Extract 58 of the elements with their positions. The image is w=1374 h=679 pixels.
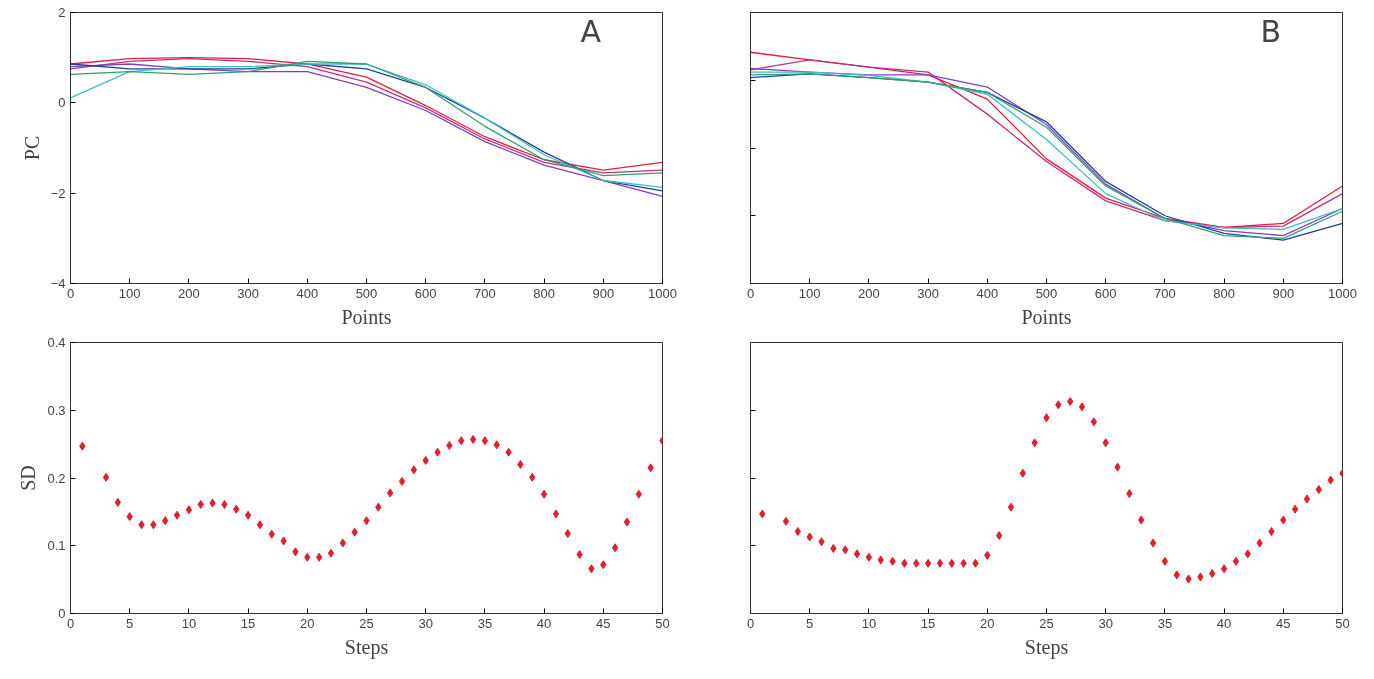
y-tick-label: 0.1 [47,538,66,554]
x-tick-label: 200 [178,285,200,301]
x-tick-label: 100 [118,285,141,301]
x-tick-label: 0 [746,615,755,631]
x-tick-label: 500 [355,285,378,301]
x-tick-label: 35 [477,615,493,631]
x-axis-title: Points [341,305,392,328]
x-tick-label: 800 [1213,285,1235,301]
x-tick-label: 700 [474,285,496,301]
x-tick-label: 400 [296,285,319,301]
x-tick-label: 600 [414,285,437,301]
y-tick-label: 0.3 [47,402,66,418]
x-tick-label: 40 [1216,615,1232,631]
x-tick-label: 700 [1154,285,1176,301]
x-tick-label: 400 [976,285,999,301]
x-tick-label: 600 [1094,285,1117,301]
x-tick-label: 35 [1157,615,1173,631]
x-tick-label: 50 [1335,615,1350,631]
x-tick-label: 30 [418,615,433,631]
x-tick-label: 500 [1035,285,1058,301]
x-tick-label: 800 [533,285,555,301]
x-tick-label: 300 [917,285,939,301]
y-tick-label: 0.2 [47,470,66,486]
x-tick-label: 900 [592,285,615,301]
x-tick-label: 0 [746,285,755,301]
x-tick-label: 20 [300,615,315,631]
y-tick-label: 0 [58,95,66,111]
x-tick-label: 100 [798,285,821,301]
x-axis-title: Steps [344,635,389,659]
x-tick-label: 200 [858,285,880,301]
x-axis-title: Points [1021,305,1072,328]
x-tick-label: 900 [1272,285,1295,301]
x-tick-label: 20 [980,615,995,631]
x-tick-label: 1000 [1328,285,1357,301]
x-tick-label: 10 [181,615,197,631]
x-tick-label: 300 [237,285,259,301]
x-axis-title: Steps [1024,635,1069,659]
annotation: A [580,13,602,49]
x-tick-label: 1000 [648,285,677,301]
y-tick-label: 2 [58,5,66,20]
x-tick-label: 15 [240,615,256,631]
annotation: B [1260,13,1282,49]
x-tick-label: 15 [920,615,936,631]
x-tick-label: 25 [359,615,374,631]
x-tick-label: 40 [536,615,552,631]
x-tick-label: 5 [806,615,814,631]
y-tick-label: −4 [50,276,66,291]
y-axis-title: SD [17,465,40,491]
x-tick-label: 5 [126,615,134,631]
y-tick-label: −2 [50,185,66,201]
y-axis-title: PC [20,135,43,161]
y-tick-label: 0.4 [47,335,66,350]
x-tick-label: 25 [1039,615,1054,631]
x-tick-label: 45 [1276,615,1291,631]
x-tick-label: 50 [655,615,670,631]
x-tick-label: 10 [861,615,877,631]
x-tick-label: 30 [1098,615,1113,631]
x-tick-label: 45 [596,615,611,631]
